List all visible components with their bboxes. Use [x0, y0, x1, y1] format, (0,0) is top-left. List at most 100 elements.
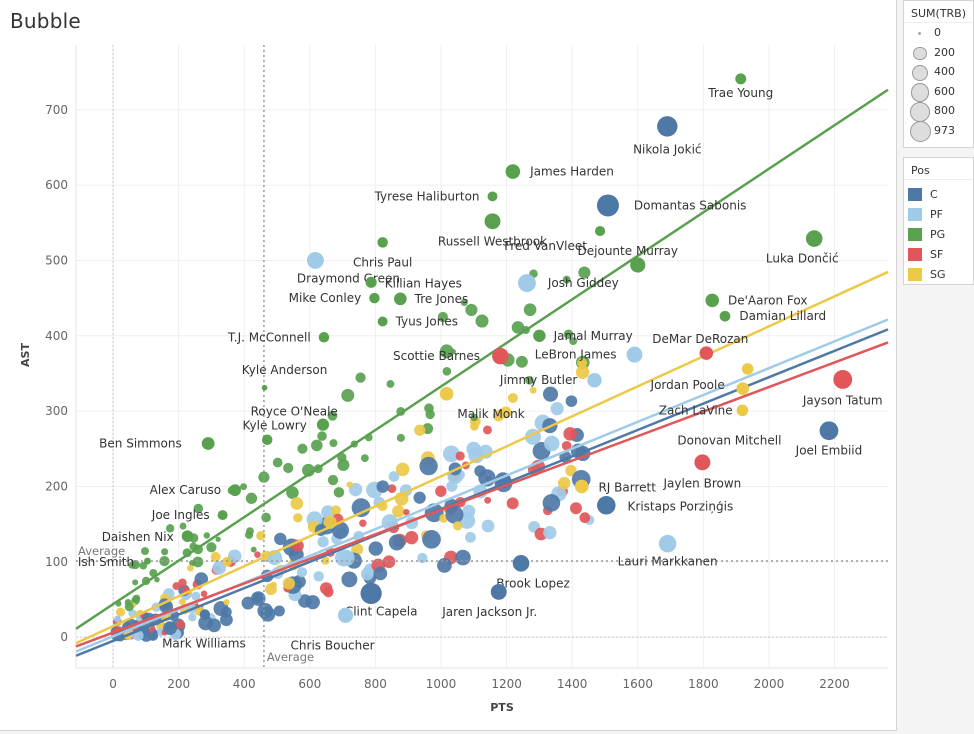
bubble — [212, 561, 226, 575]
x-tick-label: 800 — [364, 677, 387, 691]
point-label: Alex Caruso — [150, 483, 222, 497]
bubble-fred-vanvleet — [594, 225, 606, 237]
point-label: Joel Embiid — [795, 444, 863, 458]
size-legend-item: 800 — [904, 101, 973, 122]
bubble-malik-monk — [439, 387, 454, 401]
color-legend-item-c[interactable]: C — [904, 184, 973, 204]
bubble-chris-paul — [377, 237, 388, 248]
bubble — [563, 329, 574, 340]
bubble-ben-simmons — [201, 437, 215, 450]
bubble-donovan-mitchell — [736, 404, 749, 417]
labeled-bubbles: Trae Young Nikola Jokić James Harden Tyrese… — [78, 73, 883, 652]
color-legend-label: PF — [930, 207, 943, 221]
bubble — [179, 522, 187, 530]
bubble — [273, 605, 285, 617]
color-legend-item-pf[interactable]: PF — [904, 204, 973, 224]
x-tick-label: 0 — [109, 677, 117, 691]
point-label: Jaylen Brown — [662, 476, 741, 490]
bubble — [557, 476, 571, 490]
point-label: Luka Dončić — [766, 252, 839, 266]
bubble — [511, 321, 525, 334]
bubble-rj-barrett — [574, 479, 589, 494]
bubble — [200, 590, 208, 598]
point-label: Jamal Murray — [553, 329, 633, 343]
bubble-lebron-james — [626, 346, 643, 363]
bubble — [172, 582, 181, 591]
bubble — [470, 421, 479, 431]
color-legend: Pos C PF PG SF SG — [903, 157, 974, 285]
bubble-clint-capela — [360, 582, 382, 605]
bubble — [265, 583, 277, 596]
bubble-russell-westbrook — [484, 213, 501, 230]
bubble — [507, 392, 518, 404]
bubble — [115, 607, 126, 617]
bubble — [192, 556, 204, 568]
color-legend-item-pg[interactable]: PG — [904, 224, 973, 244]
bubble — [241, 596, 255, 610]
bubble — [506, 497, 519, 510]
bubble — [337, 458, 350, 471]
bubble-brook-lopez — [512, 554, 530, 572]
color-legend-item-sf[interactable]: SF — [904, 244, 973, 264]
bubble — [139, 561, 148, 570]
bubble — [327, 474, 339, 486]
bubble — [529, 386, 537, 394]
bubble — [286, 486, 299, 499]
point-label: Tyrese Haliburton — [374, 189, 480, 203]
bubble — [341, 388, 355, 402]
bubble — [329, 439, 338, 448]
bubble — [245, 530, 254, 539]
point-label: Trae Young — [707, 86, 773, 100]
point-label: Malik Monk — [457, 407, 524, 421]
bubble — [311, 439, 323, 452]
color-legend-item-sg[interactable]: SG — [904, 264, 973, 284]
trend-line-sg — [75, 270, 889, 645]
size-legend-label: 0 — [934, 26, 941, 39]
bubble — [450, 348, 456, 355]
bubble — [274, 532, 287, 546]
bubble — [442, 445, 460, 463]
point-label: Joe Ingles — [151, 508, 210, 522]
bubble — [543, 435, 560, 452]
bubble — [460, 298, 468, 307]
bubble-kristaps-porzi-is — [597, 496, 616, 515]
point-label: DeMar DeRozan — [652, 332, 748, 346]
bubble-zach-lavine — [736, 382, 750, 395]
trend-line-pg — [75, 88, 889, 630]
x-tick-label: 1000 — [426, 677, 457, 691]
size-legend-title: SUM(TRB) — [904, 1, 973, 23]
bubble — [346, 481, 353, 488]
bubble — [465, 303, 478, 317]
size-legend-label: 973 — [934, 123, 955, 137]
bubble-nikola-joki- — [657, 116, 678, 137]
color-legend-label: C — [930, 187, 938, 201]
point-label: Royce O'Neale — [251, 405, 338, 419]
bubble — [250, 546, 257, 553]
bubble — [290, 497, 304, 510]
bubble — [395, 462, 410, 477]
bubble — [542, 386, 559, 402]
bubble — [305, 595, 320, 610]
x-average-label: Average — [267, 650, 314, 664]
bubble-joel-embiid — [819, 421, 839, 441]
y-tick-label: 0 — [60, 630, 68, 644]
y-axis-title: AST — [19, 343, 32, 367]
bubble — [154, 576, 160, 583]
x-tick-label: 1400 — [557, 677, 588, 691]
bubble — [470, 413, 478, 422]
y-tick-label: 300 — [45, 404, 68, 418]
size-legend-label: 800 — [934, 104, 955, 117]
bubble — [360, 567, 374, 581]
bubble — [382, 555, 396, 569]
point-label: De'Aaron Fox — [728, 293, 807, 307]
point-label: Nikola Jokić — [633, 142, 701, 156]
size-legend-label: 200 — [934, 45, 955, 59]
bubble-daishen-nix — [181, 530, 194, 542]
point-label: James Harden — [529, 165, 614, 179]
bubble — [435, 485, 447, 497]
point-label: Killian Hayes — [385, 276, 462, 290]
y-average-label: Average — [78, 544, 125, 558]
size-legend-circle — [909, 121, 931, 142]
bubble — [475, 314, 489, 328]
point-label: Chris Paul — [353, 255, 412, 269]
